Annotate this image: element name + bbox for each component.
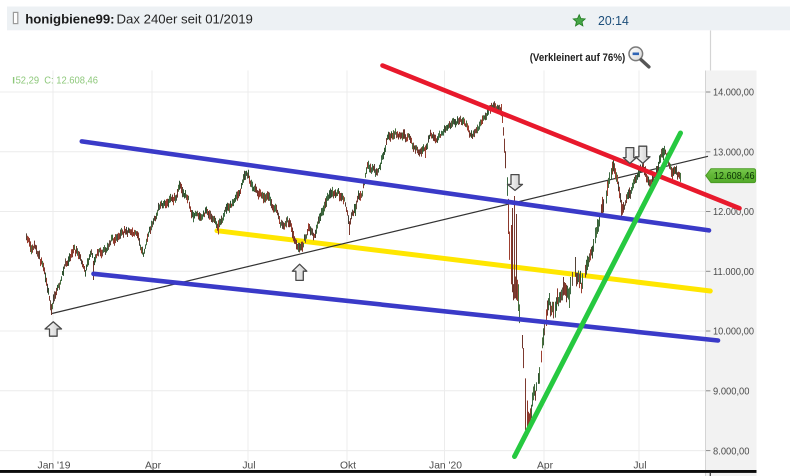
svg-text:Jan '20: Jan '20: [429, 460, 462, 471]
svg-text:13.000,00: 13.000,00: [713, 148, 754, 159]
svg-text:52,29 C: 12.608,46: 52,29 C: 12.608,46: [16, 76, 99, 87]
svg-text:8.000,00: 8.000,00: [713, 446, 750, 457]
svg-text:Dax 240er seit 01/2019: Dax 240er seit 01/2019: [117, 11, 253, 26]
svg-text:10.000,00: 10.000,00: [713, 327, 754, 338]
svg-text:12.608,46: 12.608,46: [714, 171, 755, 182]
svg-text:11.000,00: 11.000,00: [713, 267, 754, 278]
svg-text:20:14: 20:14: [598, 13, 629, 28]
svg-text:Apr: Apr: [145, 460, 162, 471]
svg-text:Jul: Jul: [242, 460, 255, 471]
svg-text:Jan '19: Jan '19: [38, 460, 71, 471]
svg-text:9.000,00: 9.000,00: [713, 387, 750, 398]
svg-text:Okt: Okt: [340, 460, 356, 471]
svg-text:12.000,00: 12.000,00: [713, 207, 754, 218]
svg-text:Apr: Apr: [537, 460, 554, 471]
svg-text:14.000,00: 14.000,00: [713, 88, 754, 99]
svg-text:Jul: Jul: [633, 460, 646, 471]
svg-text:honigbiene99:: honigbiene99:: [25, 11, 114, 26]
svg-text:(Verkleinert auf 76%): (Verkleinert auf 76%): [530, 52, 626, 64]
